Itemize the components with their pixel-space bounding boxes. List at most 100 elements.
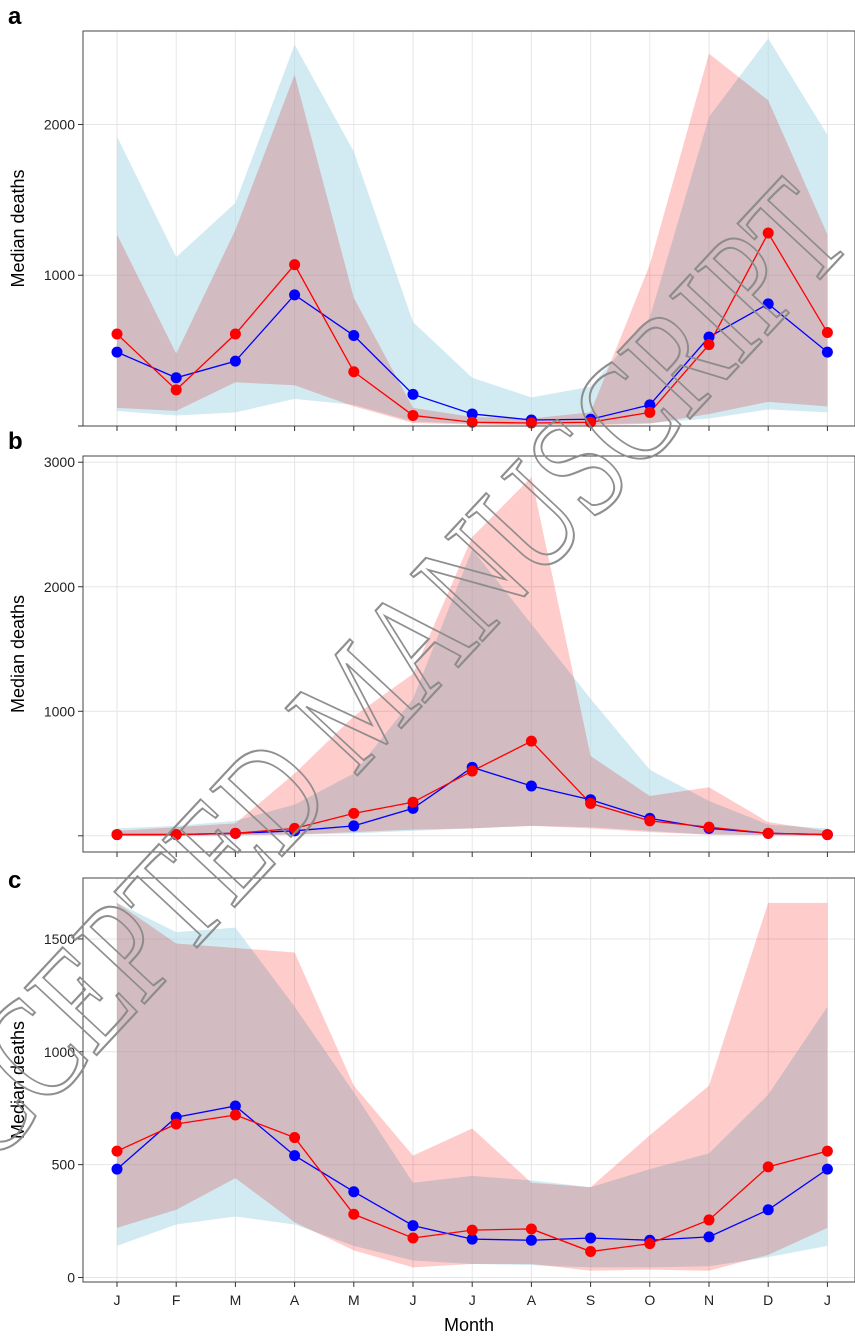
blue-data-point: [703, 1231, 715, 1243]
y-axis-title: Median deaths: [8, 595, 28, 713]
red-data-point: [407, 409, 419, 421]
red-uncertainty-band: [117, 902, 828, 1271]
x-tick-label: A: [290, 1292, 300, 1308]
red-data-point: [585, 797, 597, 809]
panel-letter: a: [8, 3, 22, 30]
red-data-point: [348, 366, 360, 378]
x-tick-label: F: [172, 1292, 181, 1308]
x-tick-label: J: [824, 1292, 831, 1308]
red-data-point: [229, 1109, 241, 1121]
y-tick-label: 2000: [44, 579, 75, 595]
panel-letter: c: [8, 867, 21, 894]
x-tick-label: M: [230, 1292, 242, 1308]
red-data-point: [407, 796, 419, 808]
y-tick-label: 1000: [44, 1044, 75, 1060]
x-tick-label: S: [586, 1292, 595, 1308]
red-data-point: [644, 406, 656, 418]
blue-data-point: [111, 1163, 123, 1175]
y-tick-label: 500: [52, 1157, 76, 1173]
x-tick-label: O: [644, 1292, 655, 1308]
blue-data-point: [821, 1163, 833, 1175]
blue-data-point: [525, 1234, 537, 1246]
blue-data-point: [111, 346, 123, 358]
x-axis-title: Month: [444, 1315, 494, 1335]
y-tick-label: 2000: [44, 116, 75, 132]
blue-data-point: [466, 1233, 478, 1245]
blue-data-point: [289, 1150, 301, 1162]
y-tick-label: 1500: [44, 931, 75, 947]
red-uncertainty-band: [117, 477, 828, 836]
blue-data-point: [585, 1232, 597, 1244]
red-data-point: [525, 1223, 537, 1235]
chart-panels: 1000 2000 Median deaths a 1000 2000 3000 Median…: [8, 3, 855, 1335]
red-data-point: [762, 827, 774, 839]
y-axis-title: Median deaths: [8, 1021, 28, 1139]
x-tick-label: J: [114, 1292, 121, 1308]
red-data-point: [644, 1238, 656, 1250]
y-axis-title: Median deaths: [8, 169, 28, 287]
panel-border: [82, 455, 855, 853]
x-tick-label: J: [410, 1292, 417, 1308]
red-data-point: [170, 384, 182, 396]
red-data-point: [289, 1132, 301, 1144]
red-data-point: [703, 339, 715, 351]
red-data-point: [821, 1145, 833, 1157]
blue-data-point: [525, 780, 537, 792]
blue-data-point: [644, 399, 656, 411]
red-data-point: [407, 1232, 419, 1244]
x-tick-label: M: [348, 1292, 360, 1308]
chart-panel-c: 0 500 1000 1500 J F M A M J J A S O N D J Median deaths Mo…: [8, 867, 855, 1335]
y-tick-label: 1000: [44, 267, 75, 283]
blue-data-point: [289, 289, 301, 301]
chart-panel-a: 1000 2000 Median deaths a: [8, 3, 855, 431]
blue-data-point: [407, 388, 419, 400]
x-tick-label: A: [527, 1292, 537, 1308]
x-tick-label: D: [763, 1292, 773, 1308]
panel-border: [82, 30, 855, 427]
blue-data-point: [348, 1186, 360, 1198]
red-data-point: [466, 765, 478, 777]
blue-data-point: [407, 1220, 419, 1232]
red-data-point: [348, 807, 360, 819]
red-data-point: [644, 815, 656, 827]
red-data-point: [585, 416, 597, 428]
red-data-point: [289, 259, 301, 271]
red-data-point: [466, 416, 478, 428]
y-tick-label: 3000: [44, 454, 75, 470]
red-uncertainty-band: [117, 53, 828, 426]
red-data-point: [229, 328, 241, 340]
red-data-point: [111, 829, 123, 841]
blue-data-point: [229, 1100, 241, 1112]
red-data-point: [703, 1214, 715, 1226]
x-tick-label: J: [469, 1292, 476, 1308]
blue-data-point: [703, 331, 715, 343]
y-tick-label: 1000: [44, 703, 75, 719]
red-data-point: [762, 227, 774, 239]
blue-data-point: [762, 1204, 774, 1216]
red-data-point: [585, 1246, 597, 1258]
blue-data-point: [170, 372, 182, 384]
red-data-point: [111, 1145, 123, 1157]
panel-border: [82, 877, 855, 1283]
red-data-point: [348, 1208, 360, 1220]
blue-data-point: [821, 346, 833, 358]
blue-data-point: [348, 330, 360, 342]
blue-data-point: [762, 298, 774, 310]
y-tick-label: 0: [67, 1269, 75, 1285]
red-data-point: [821, 829, 833, 841]
red-data-point: [525, 735, 537, 747]
red-data-point: [289, 822, 301, 834]
blue-data-point: [348, 820, 360, 832]
blue-data-point: [229, 355, 241, 367]
chart-panel-b: 1000 2000 3000 Median deaths b: [8, 428, 855, 857]
red-data-point: [111, 328, 123, 340]
red-data-point: [170, 1118, 182, 1130]
red-data-point: [170, 829, 182, 841]
x-tick-label: N: [704, 1292, 714, 1308]
red-data-point: [229, 827, 241, 839]
red-data-point: [821, 327, 833, 339]
red-data-point: [762, 1161, 774, 1173]
blue-data-point: [466, 408, 478, 420]
red-data-point: [466, 1224, 478, 1236]
